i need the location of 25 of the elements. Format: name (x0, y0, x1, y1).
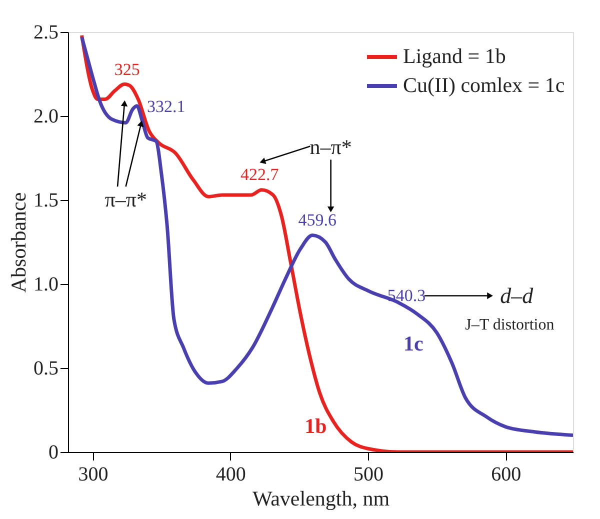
annotation: 459.6 (298, 210, 337, 230)
annotation: 540.3 (387, 286, 426, 305)
annotation: π–π* (104, 187, 148, 212)
legend-label: Ligand = 1b (403, 44, 506, 68)
y-tick-label: 0 (48, 442, 58, 464)
x-axis-title: Wavelength, nm (252, 486, 390, 510)
annotation: 332.1 (146, 96, 186, 116)
annotation: 325 (114, 60, 140, 80)
x-tick-label: 500 (353, 464, 384, 486)
annotation: 1c (403, 331, 424, 356)
y-tick-label: 0.5 (34, 358, 58, 380)
x-tick-label: 400 (216, 464, 246, 486)
annotation: 422.7 (240, 164, 280, 184)
y-tick-label: 2.5 (34, 22, 58, 44)
annotation: n–π* (310, 134, 352, 159)
y-tick-label: 1.5 (34, 190, 58, 212)
y-tick-label: 1.0 (34, 274, 58, 296)
annotation: d–d (500, 282, 534, 308)
x-tick-label: 300 (78, 464, 108, 486)
y-axis-title: Absorbance (6, 192, 30, 293)
annotation: J–T distortion (465, 316, 554, 334)
legend-label: Cu(II) comlex = 1c (403, 73, 565, 97)
annotation: 1b (304, 414, 327, 438)
y-tick-label: 2.0 (34, 106, 58, 128)
x-tick-label: 600 (491, 464, 522, 486)
